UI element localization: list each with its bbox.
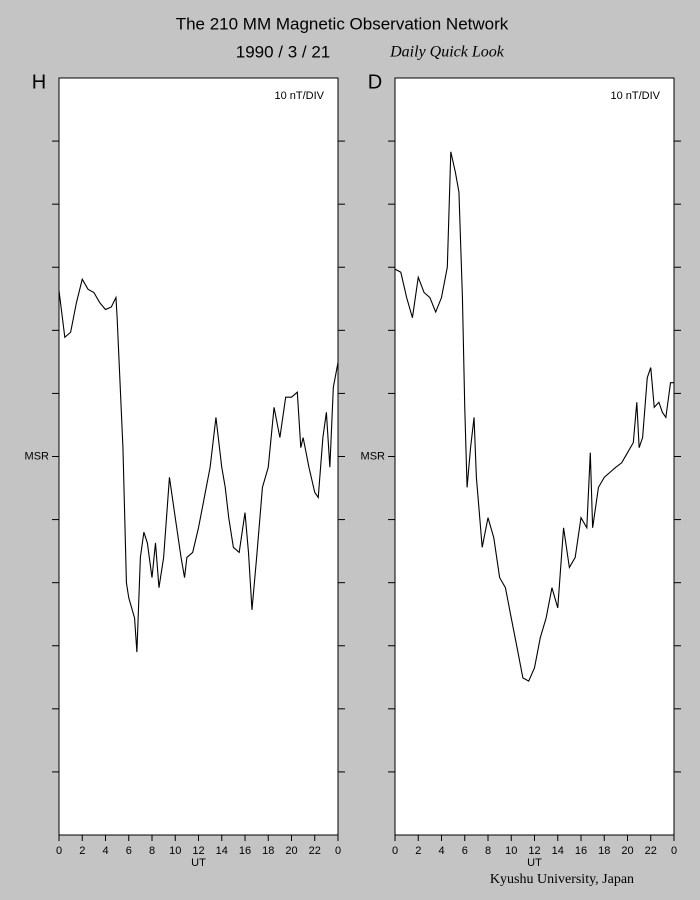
date: 1990 / 3 / 21 — [236, 42, 331, 61]
page-title: The 210 MM Magnetic Observation Network — [176, 14, 509, 33]
footer: Kyushu University, Japan — [490, 872, 634, 887]
x-tick-label: 0 — [671, 845, 677, 857]
annotation: 10 nT/DIV — [610, 90, 660, 102]
x-tick-label: 6 — [462, 845, 468, 857]
x-tick-label: 4 — [438, 845, 444, 857]
x-tick-label: 4 — [102, 845, 108, 857]
data-line — [394, 151, 674, 682]
subtitle: Daily Quick Look — [389, 44, 505, 61]
x-tick-label: 0 — [335, 845, 341, 857]
x-tick-label: 8 — [149, 845, 155, 857]
x-tick-label: 14 — [552, 845, 564, 857]
x-tick-label: 8 — [485, 845, 491, 857]
x-tick-label: 20 — [285, 845, 297, 857]
x-tick-label: 12 — [528, 845, 540, 857]
x-tick-label: 6 — [126, 845, 132, 857]
plot-area — [394, 77, 675, 836]
x-tick-label: 14 — [216, 845, 228, 857]
x-axis-label: UT — [527, 857, 542, 869]
y-tick-label: MSR — [25, 450, 50, 462]
plot-area — [58, 77, 339, 836]
x-tick-label: 0 — [56, 845, 62, 857]
data-line — [58, 277, 339, 653]
panel-title: D — [368, 71, 382, 93]
x-tick-label: 22 — [309, 845, 321, 857]
x-tick-label: 20 — [621, 845, 633, 857]
x-tick-label: 10 — [505, 845, 517, 857]
x-tick-label: 12 — [192, 845, 204, 857]
x-tick-label: 16 — [575, 845, 587, 857]
x-tick-label: 16 — [239, 845, 251, 857]
panel-title: H — [32, 71, 46, 93]
x-tick-label: 18 — [598, 845, 610, 857]
x-tick-label: 22 — [645, 845, 657, 857]
x-tick-label: 18 — [262, 845, 274, 857]
y-tick-label: MSR — [361, 450, 386, 462]
annotation: 10 nT/DIV — [274, 90, 324, 102]
x-tick-label: 0 — [392, 845, 398, 857]
x-tick-label: 2 — [415, 845, 421, 857]
x-tick-label: 10 — [169, 845, 181, 857]
x-tick-label: 2 — [79, 845, 85, 857]
x-axis-label: UT — [191, 857, 206, 869]
